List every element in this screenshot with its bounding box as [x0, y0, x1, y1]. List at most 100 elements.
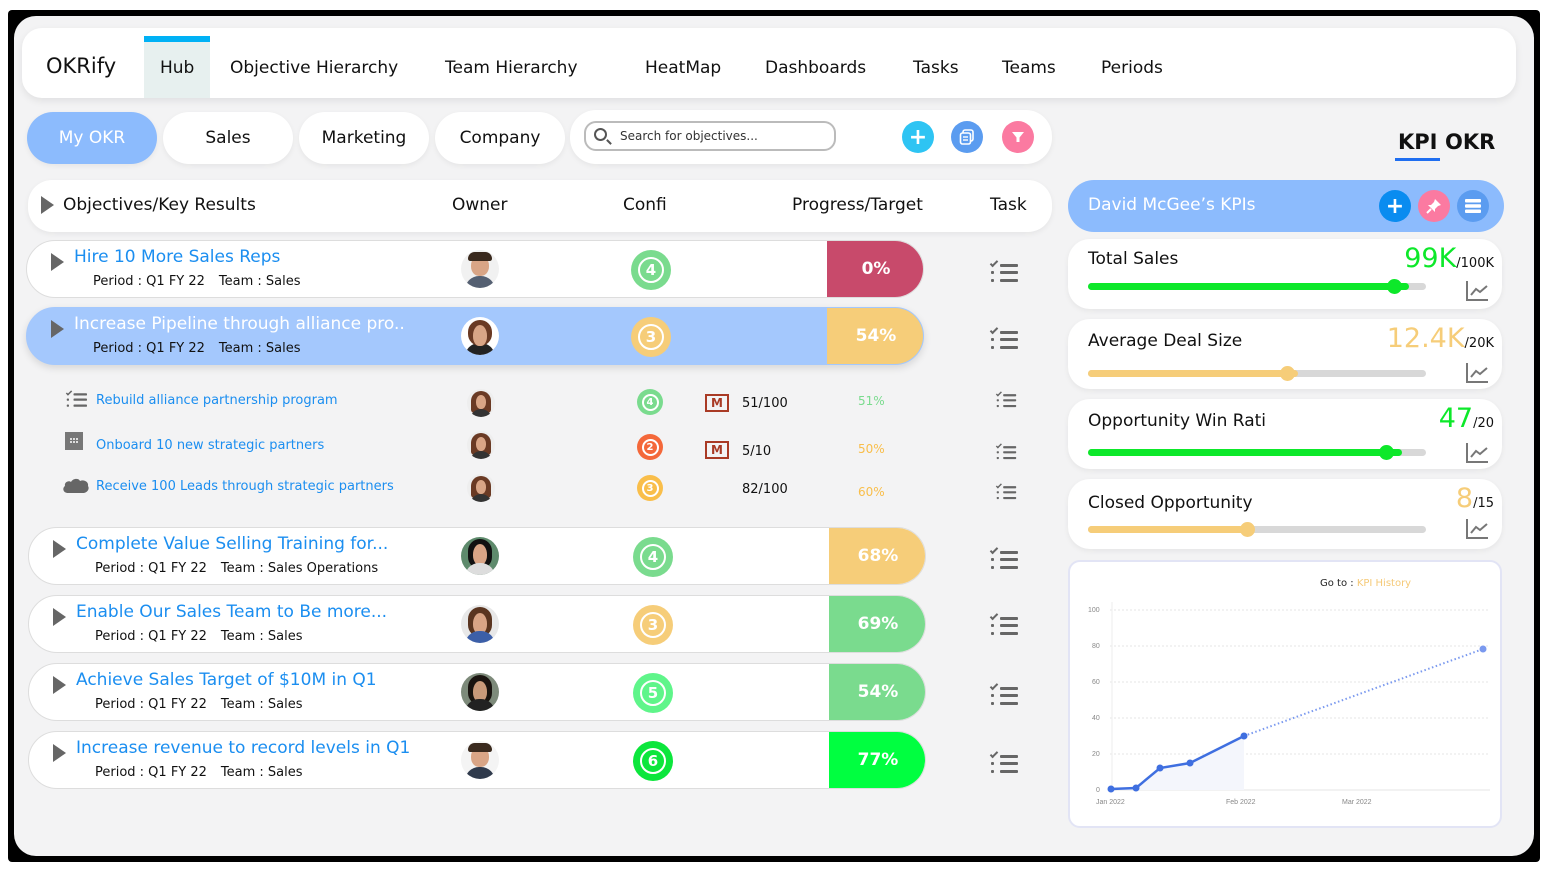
expand-caret-icon[interactable] [51, 320, 64, 338]
nav-tasks[interactable]: Tasks [913, 58, 959, 78]
objective-row-selected[interactable]: Increase Pipeline through alliance pro..… [26, 307, 924, 365]
kpi-card-opportunity-win-ratio[interactable]: Opportunity Win Rati 47/20 [1068, 399, 1502, 469]
objective-title[interactable]: Achieve Sales Target of $10M in Q1 [76, 670, 377, 690]
kpi-card-average-deal-size[interactable]: Average Deal Size 12.4K/20K [1068, 319, 1502, 389]
kpi-progress-slider[interactable] [1088, 279, 1426, 294]
key-result-percent: 50% [858, 442, 885, 456]
nav-dashboards[interactable]: Dashboards [765, 58, 867, 78]
task-list-icon[interactable] [995, 390, 1017, 409]
owner-avatar[interactable] [461, 250, 499, 288]
confidence-badge[interactable]: 3 [633, 605, 673, 645]
confidence-badge[interactable]: 6 [633, 741, 673, 781]
confidence-badge[interactable]: 5 [633, 673, 673, 713]
confidence-badge[interactable]: 4 [637, 389, 663, 415]
key-result-title[interactable]: Rebuild alliance partnership program [96, 393, 338, 408]
period-label: Period : Q1 FY 22 [95, 561, 207, 576]
expand-caret-icon[interactable] [51, 253, 64, 271]
task-list-icon[interactable] [995, 482, 1017, 501]
kpi-value: 99K/100K [1404, 243, 1494, 274]
confidence-badge[interactable]: 3 [631, 317, 671, 357]
nav-objective-hierarchy[interactable]: Objective Hierarchy [230, 58, 399, 78]
owner-avatar[interactable] [461, 317, 499, 355]
task-list-icon[interactable] [989, 258, 1018, 285]
objective-title[interactable]: Complete Value Selling Training for... [76, 534, 389, 554]
period-label: Period : Q1 FY 22 [93, 274, 205, 289]
objective-title[interactable]: Hire 10 More Sales Reps [74, 247, 281, 267]
nav-team-hierarchy[interactable]: Team Hierarchy [445, 58, 578, 78]
checklist-icon [65, 389, 87, 409]
svg-text:0: 0 [1096, 787, 1100, 794]
expand-caret-icon[interactable] [53, 676, 66, 694]
objective-row[interactable]: Enable Our Sales Team to Be more... Peri… [28, 595, 926, 653]
task-list-icon[interactable] [989, 545, 1018, 572]
trend-chart-icon[interactable] [1466, 363, 1488, 383]
owner-avatar[interactable] [461, 537, 499, 575]
task-list-icon[interactable] [989, 681, 1018, 708]
task-list-icon[interactable] [989, 611, 1018, 638]
objective-title[interactable]: Increase revenue to record levels in Q1 [76, 738, 411, 758]
confidence-badge[interactable]: 4 [633, 537, 673, 577]
confidence-badge[interactable]: 3 [637, 475, 663, 501]
owner-avatar[interactable] [467, 474, 495, 502]
objective-meta: Period : Q1 FY 22 Team : Sales [95, 765, 303, 780]
confidence-badge[interactable]: 4 [631, 250, 671, 290]
add-kpi-button[interactable]: + [1379, 190, 1411, 222]
list-view-button[interactable] [1457, 190, 1489, 222]
objective-title[interactable]: Increase Pipeline through alliance pro.. [74, 314, 405, 334]
tab-okr[interactable]: OKR [1445, 130, 1496, 154]
objective-row[interactable]: Increase revenue to record levels in Q1 … [28, 731, 926, 789]
task-list-icon[interactable] [995, 442, 1017, 461]
expand-caret-icon[interactable] [53, 744, 66, 762]
kpi-progress-slider[interactable] [1088, 445, 1426, 460]
expand-all-toggle[interactable] [41, 196, 54, 219]
key-result-title[interactable]: Onboard 10 new strategic partners [96, 438, 325, 453]
brand-logo[interactable]: OKRify [46, 54, 117, 78]
expand-caret-icon[interactable] [53, 608, 66, 626]
owner-avatar[interactable] [461, 605, 499, 643]
owner-avatar[interactable] [461, 673, 499, 711]
key-result-row[interactable]: Onboard 10 new strategic partners 2 M 5/… [64, 431, 1024, 460]
kpi-card-total-sales[interactable]: Total Sales 99K/100K [1068, 239, 1502, 309]
search-placeholder: Search for objectives... [620, 129, 758, 143]
owner-avatar[interactable] [467, 431, 495, 459]
kpi-progress-slider[interactable] [1088, 366, 1426, 381]
nav-teams[interactable]: Teams [1002, 58, 1056, 78]
kpi-progress-slider[interactable] [1088, 522, 1426, 537]
copy-button[interactable] [951, 121, 983, 153]
nav-heatmap[interactable]: HeatMap [645, 58, 722, 78]
tab-kpi[interactable]: KPI [1394, 130, 1442, 161]
objective-meta: Period : Q1 FY 22 Team : Sales Operations [95, 561, 378, 576]
filter-button[interactable] [1002, 121, 1034, 153]
confidence-badge[interactable]: 2 [637, 434, 663, 460]
objective-row[interactable]: Achieve Sales Target of $10M in Q1 Perio… [28, 663, 926, 721]
owner-avatar[interactable] [467, 389, 495, 417]
objective-row[interactable]: Hire 10 More Sales Reps Period : Q1 FY 2… [26, 240, 924, 298]
add-objective-button[interactable]: + [902, 121, 934, 153]
objective-title[interactable]: Enable Our Sales Team to Be more... [76, 602, 388, 622]
search-input[interactable]: Search for objectives... [584, 121, 836, 151]
owner-avatar[interactable] [461, 741, 499, 779]
nav-periods[interactable]: Periods [1101, 58, 1163, 78]
objective-row[interactable]: Complete Value Selling Training for... P… [28, 527, 926, 585]
objective-meta: Period : Q1 FY 22 Team : Sales [95, 629, 303, 644]
kpi-history-link[interactable]: KPI History [1356, 578, 1412, 589]
tab-my-okr[interactable]: My OKR [27, 112, 157, 164]
kpi-card-closed-opportunity[interactable]: Closed Opportunity 8/15 [1068, 479, 1502, 549]
trend-chart-icon[interactable] [1466, 443, 1488, 463]
task-list-icon[interactable] [989, 749, 1018, 776]
kpi-label: Closed Opportunity [1088, 493, 1253, 513]
trend-chart-icon[interactable] [1466, 519, 1488, 539]
task-list-icon[interactable] [989, 325, 1018, 352]
key-result-row[interactable]: Receive 100 Leads through strategic part… [62, 474, 1024, 502]
svg-text:40: 40 [1092, 715, 1100, 722]
pin-button[interactable] [1418, 190, 1450, 222]
key-result-row[interactable]: Rebuild alliance partnership program 4 M… [64, 389, 1024, 417]
nav-hub[interactable]: Hub [144, 36, 211, 98]
key-result-title[interactable]: Receive 100 Leads through strategic part… [96, 479, 394, 494]
trend-chart-icon[interactable] [1466, 281, 1488, 301]
tab-marketing[interactable]: Marketing [299, 112, 429, 164]
tab-company[interactable]: Company [435, 112, 565, 164]
salesforce-cloud-icon [62, 477, 90, 499]
expand-caret-icon[interactable] [53, 540, 66, 558]
tab-sales[interactable]: Sales [163, 112, 293, 164]
